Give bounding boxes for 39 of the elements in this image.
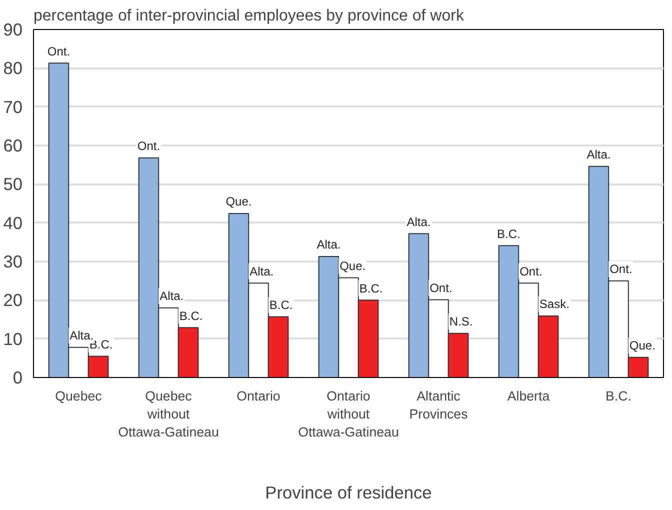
y-tick-label: 90 [3,20,23,40]
data-label: Alta. [316,238,341,252]
data-label: Ont. [430,280,452,295]
data-label: Alta. [70,328,94,342]
y-tick-label: 70 [3,96,23,117]
data-label: Alta. [160,289,184,304]
data-label: Ont. [520,264,542,278]
y-tick-label: 30 [3,252,23,272]
x-tick-label: Altantic Provinces [409,388,468,422]
x-tick-label: Alberta [507,388,550,404]
y-tick-label: 40 [3,212,23,233]
data-label: Alta. [586,148,611,162]
x-tick-label: B.C. [606,388,632,404]
data-label: B.C. [497,226,520,241]
data-label: Ont. [47,44,70,58]
data-label: Que. [226,194,252,209]
chart-title: percentage of inter-provincial employees by province of work [34,8,465,24]
data-label: Que. [340,258,366,273]
x-axis-title: Province of residence [265,482,432,502]
data-label: Ont. [610,262,632,276]
data-label: Ont. [137,139,160,154]
x-tick-label: Ontario [236,388,280,404]
x-tick-label: Quebec without Ottawa-Gatineau [118,388,219,440]
data-label: Sask. [539,297,570,312]
data-label: Alta. [406,214,431,229]
data-label: Que. [629,338,656,353]
data-label: B.C. [269,298,293,312]
y-tick-label: 50 [3,174,23,194]
y-tick-label: 0 [12,368,23,388]
x-tick-label: Ontario without Ottawa-Gatineau [298,388,399,440]
y-tick-label: 20 [3,290,23,310]
y-tick-label: 80 [3,58,23,78]
data-label: B.C. [359,281,383,296]
x-tick-label: Quebec [55,388,102,404]
data-label: B.C. [179,308,203,323]
y-tick-label: 60 [3,136,23,156]
y-tick-label: 10 [3,328,23,349]
data-label: N.S. [449,314,473,329]
data-label: Alta. [250,264,274,278]
